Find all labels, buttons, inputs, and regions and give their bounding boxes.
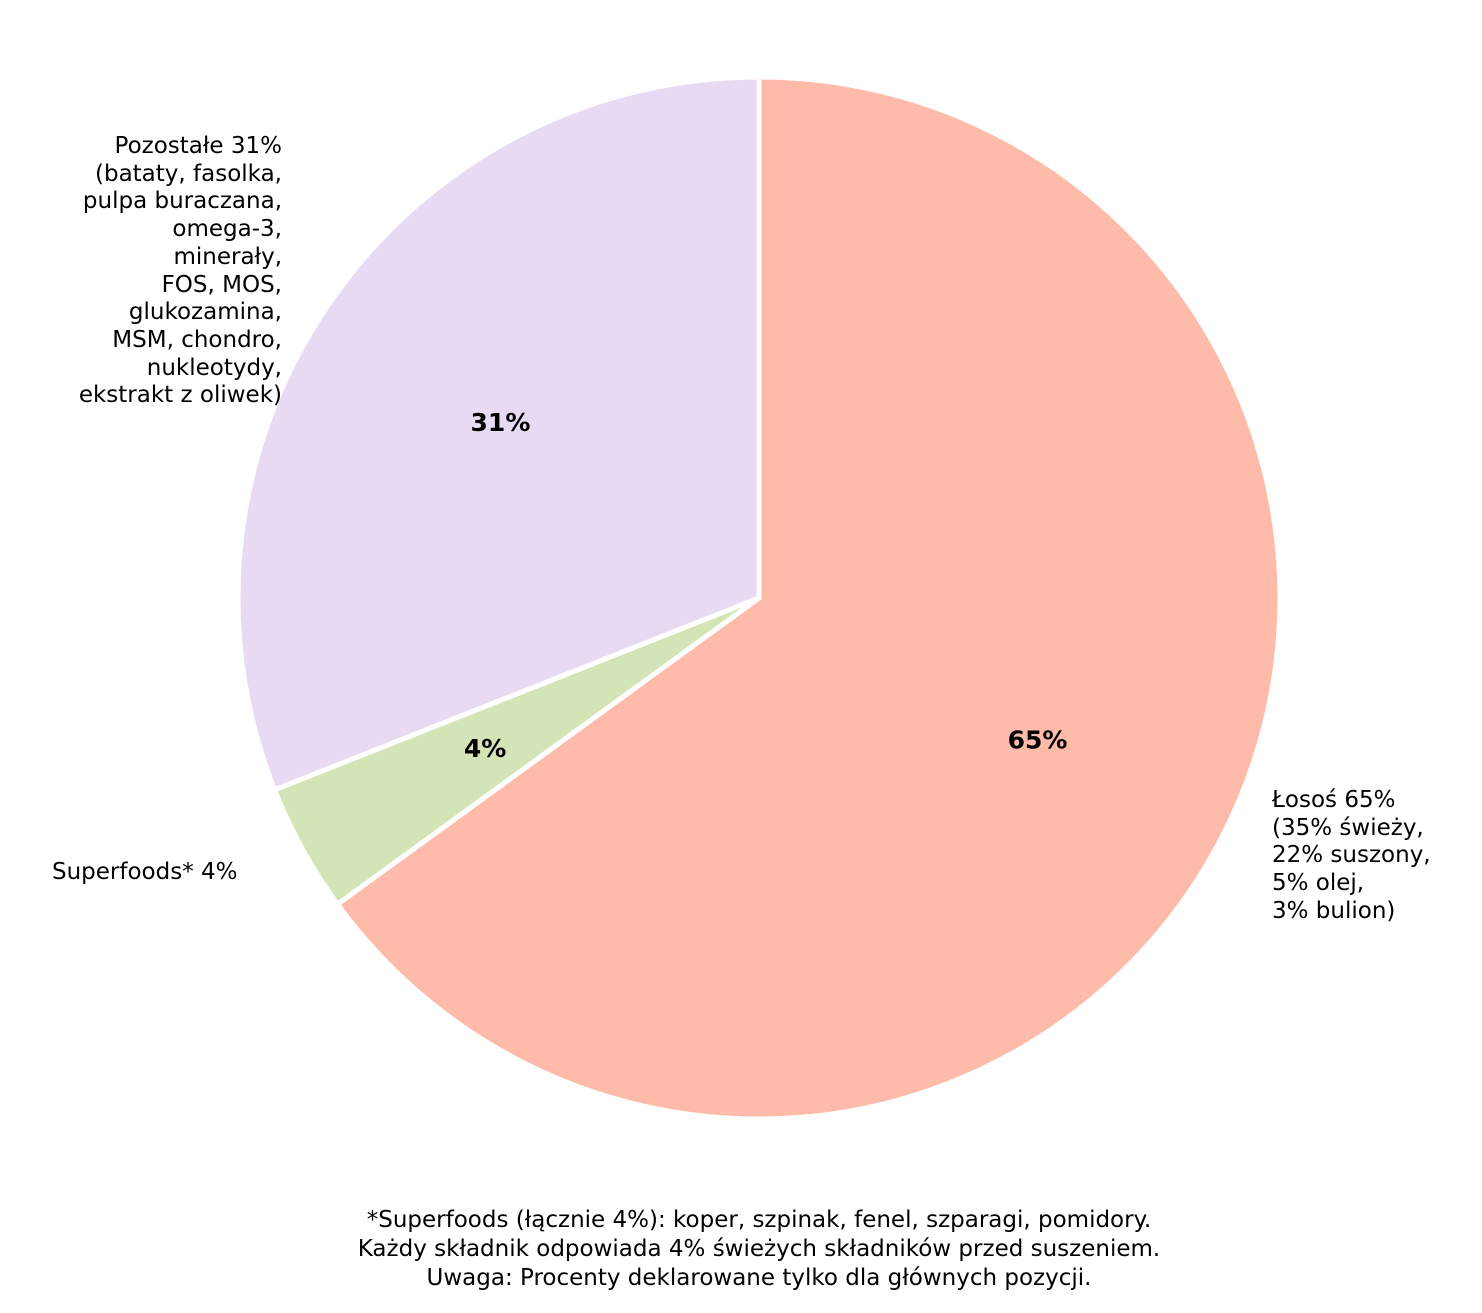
label-line: Pozostałe 31% bbox=[114, 133, 282, 159]
slice-label-others: Pozostałe 31% (bataty, fasolka, pulpa bu… bbox=[79, 133, 282, 410]
label-line: Superfoods* 4% bbox=[52, 859, 238, 885]
label-line: MSM, chondro, bbox=[112, 326, 282, 353]
label-line: 3% bulion) bbox=[1272, 897, 1396, 924]
footnote-line: *Superfoods (łącznie 4%): koper, szpinak… bbox=[366, 1207, 1152, 1233]
label-line: ekstrakt z oliwek) bbox=[78, 382, 282, 409]
label-line: FOS, MOS, bbox=[161, 271, 282, 298]
pie-pct-label-salmon: 65% bbox=[1008, 725, 1068, 754]
footnote-line: Uwaga: Procenty deklarowane tylko dla gł… bbox=[426, 1265, 1092, 1291]
label-line: 5% olej, bbox=[1272, 870, 1365, 897]
chart-footnote: *Superfoods (łącznie 4%): koper, szpinak… bbox=[0, 1206, 1482, 1293]
label-line: Łosoś 65% bbox=[1272, 787, 1396, 813]
label-line: glukozamina, bbox=[128, 299, 282, 326]
label-line: (bataty, fasolka, bbox=[95, 160, 282, 187]
label-line: 22% suszony, bbox=[1272, 842, 1431, 869]
slice-label-salmon: Łosoś 65% (35% świeży, 22% suszony, 5% o… bbox=[1272, 787, 1431, 926]
label-line: nukleotydy, bbox=[146, 354, 282, 381]
label-line: minerały, bbox=[173, 243, 282, 270]
label-line: pulpa buraczana, bbox=[82, 188, 282, 215]
pie-slice-others bbox=[235, 74, 762, 793]
slice-label-superfoods: Superfoods* 4% bbox=[52, 859, 238, 887]
footnote-line: Każdy składnik odpowiada 4% świeżych skł… bbox=[357, 1236, 1161, 1262]
pie-slice-salmon bbox=[335, 74, 1283, 1122]
label-line: omega-3, bbox=[172, 216, 282, 243]
pie-pct-label-others: 31% bbox=[471, 408, 531, 437]
pie-pct-label-superfoods: 4% bbox=[464, 734, 506, 763]
label-line: (35% świeży, bbox=[1272, 814, 1424, 841]
